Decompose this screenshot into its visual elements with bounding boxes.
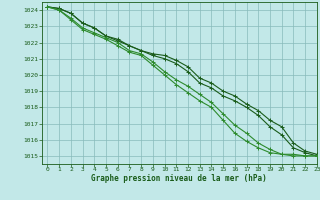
X-axis label: Graphe pression niveau de la mer (hPa): Graphe pression niveau de la mer (hPa) [91,174,267,183]
